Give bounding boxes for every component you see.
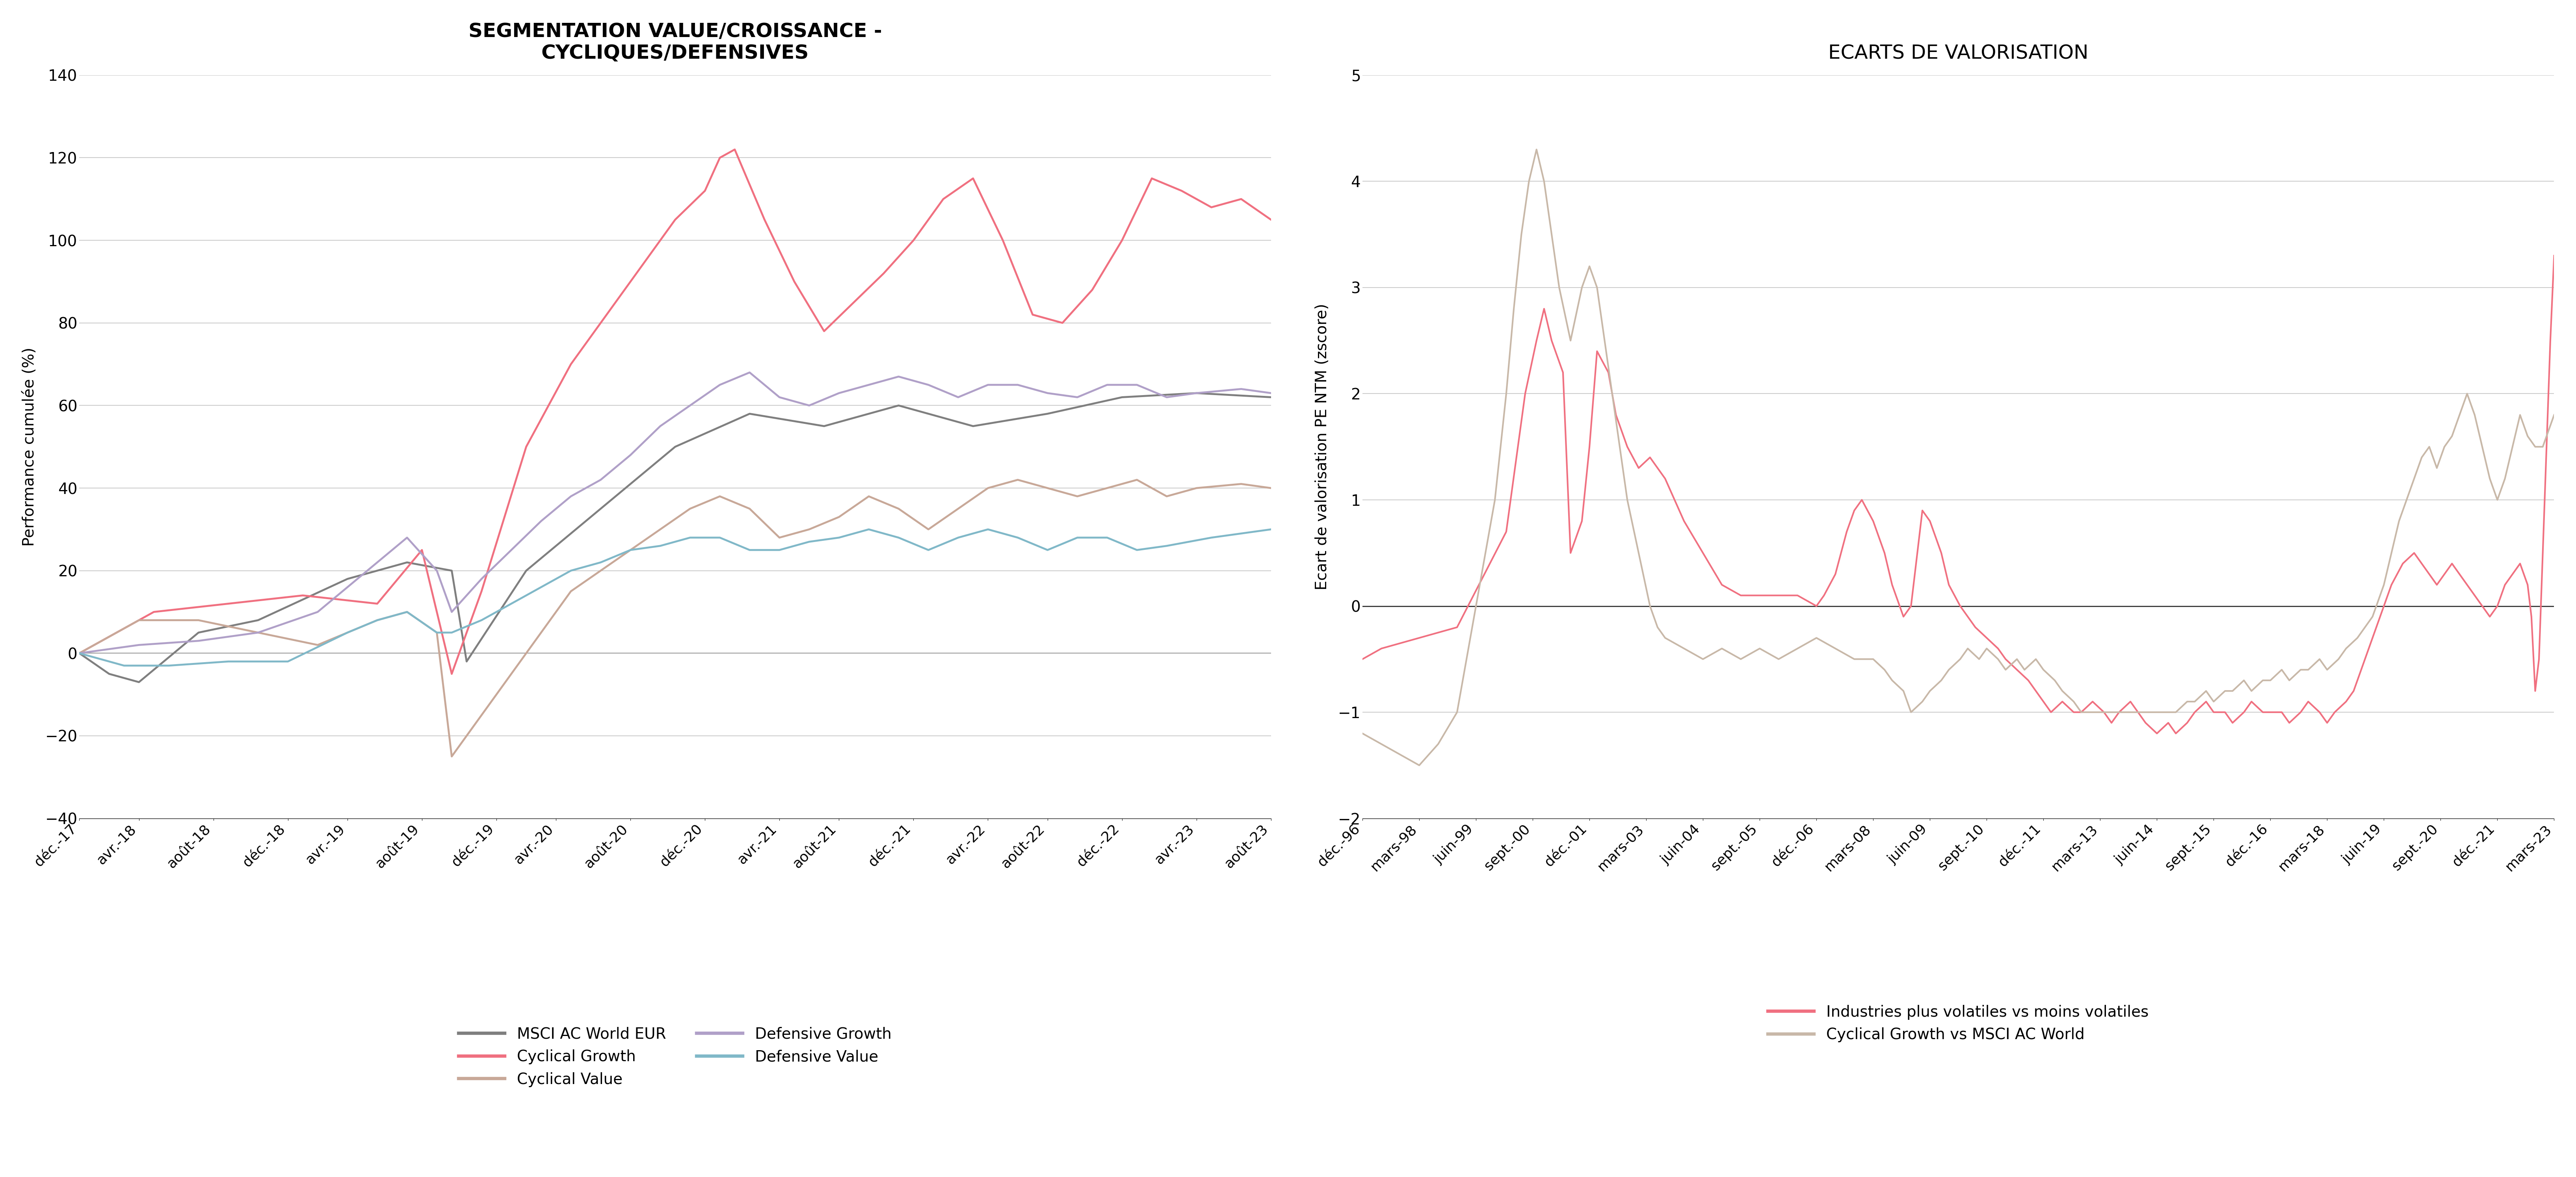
Title: SEGMENTATION VALUE/CROISSANCE -
CYCLIQUES/DEFENSIVES: SEGMENTATION VALUE/CROISSANCE - CYCLIQUE… xyxy=(469,22,881,62)
Legend: MSCI AC World EUR, Cyclical Growth, Cyclical Value, Defensive Growth, Defensive : MSCI AC World EUR, Cyclical Growth, Cycl… xyxy=(453,1020,899,1093)
Legend: Industries plus volatiles vs moins volatiles, Cyclical Growth vs MSCI AC World: Industries plus volatiles vs moins volat… xyxy=(1762,999,2154,1049)
Y-axis label: Performance cumulée (%): Performance cumulée (%) xyxy=(21,347,36,546)
Title: ECARTS DE VALORISATION: ECARTS DE VALORISATION xyxy=(1829,44,2089,62)
Y-axis label: Ecart de valorisation PE NTM (zscore): Ecart de valorisation PE NTM (zscore) xyxy=(1314,304,1329,590)
